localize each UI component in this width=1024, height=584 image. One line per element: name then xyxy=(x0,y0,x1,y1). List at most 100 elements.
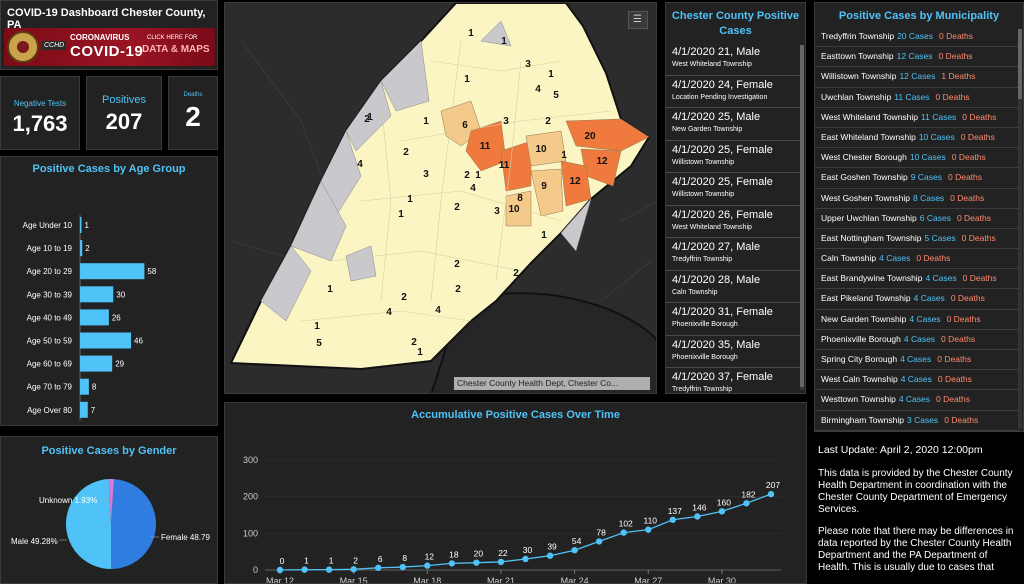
timeline-point[interactable] xyxy=(694,513,701,520)
case-list-scrollbar-track[interactable] xyxy=(800,45,804,390)
negative-tests-counter: Negative Tests 1,763 xyxy=(0,76,80,150)
timeline-point[interactable] xyxy=(571,547,578,554)
case-list-item[interactable]: 4/1/2020 21, Male West Whiteland Township xyxy=(666,43,800,76)
municipality-item[interactable]: New Garden Township 4 Cases 0 Deaths xyxy=(815,310,1019,330)
municipality-item[interactable]: West Caln Township 4 Cases 0 Deaths xyxy=(815,370,1019,391)
data-maps-banner[interactable]: CCHD CORONAVIRUS COVID-19 CLICK HERE FOR… xyxy=(4,28,215,66)
timeline-point[interactable] xyxy=(546,552,554,559)
timeline-point[interactable] xyxy=(595,538,603,545)
municipal-borders xyxy=(300,40,612,322)
timeline-point[interactable] xyxy=(301,566,308,573)
municipality-item[interactable]: Phoenixville Borough 4 Cases 0 Deaths xyxy=(815,330,1019,350)
municipality-name: Willistown Township xyxy=(821,71,897,82)
municipality-item[interactable]: East Goshen Township 9 Cases 0 Deaths xyxy=(815,168,1019,189)
timeline-point[interactable] xyxy=(448,560,456,567)
gender-pie-chart: Female 48.79 Male 49.28% Unknown 1.93% xyxy=(11,479,210,569)
municipality-item[interactable]: Birmingham Township 3 Cases 0 Deaths xyxy=(815,411,1019,431)
case-list-item[interactable]: 4/1/2020 24, Female Location Pending Inve… xyxy=(666,76,800,108)
case-list-item[interactable]: 4/1/2020 27, Male Tredyffrin Township xyxy=(666,238,800,271)
legend-toggle-button[interactable]: ☰ xyxy=(628,11,648,29)
case-list-item[interactable]: 4/1/2020 25, Female Willistown Township xyxy=(666,141,800,173)
age-bar xyxy=(80,401,88,418)
map-case-count: 2 xyxy=(403,147,409,158)
municipality-item[interactable]: Tredyffrin Township 20 Cases 0 Deaths xyxy=(815,27,1019,48)
county-map-panel[interactable]: 1 1 3 1 4 5 1 1 3 2 2 6 20 11 10 1 12 2 4 11 3 2 1 12 9 4 1 8 10 2 3 1 1… xyxy=(224,2,657,394)
map-case-count: 2 xyxy=(455,284,461,295)
municipality-deaths: 0 Deaths xyxy=(961,232,996,243)
case-list-item[interactable]: 4/1/2020 28, Male Caln Township xyxy=(666,271,800,303)
map-case-count: 1 xyxy=(548,69,554,80)
case-list-item[interactable]: 4/1/2020 26, Female West Whiteland Townsh… xyxy=(666,206,800,238)
municipality-list[interactable]: Tredyffrin Township 20 Cases 0 Deaths Eastt… xyxy=(815,27,1019,431)
municipality-item[interactable]: West Goshen Township 8 Cases 0 Deaths xyxy=(815,189,1019,209)
age-category-label: Age Over 80 xyxy=(27,406,72,415)
municipality-item[interactable]: East Pikeland Township 4 Cases 0 Deaths xyxy=(815,289,1019,310)
municipality-item[interactable]: Caln Township 4 Cases 0 Deaths xyxy=(815,249,1019,270)
case-list-item[interactable]: 4/1/2020 31, Female Phoenixville Borough xyxy=(666,303,800,336)
timeline-point[interactable] xyxy=(473,559,480,566)
municipality-item[interactable]: West Whiteland Township 11 Cases 0 Deaths xyxy=(815,108,1019,128)
timeline-xtick-label: Mar 15 xyxy=(340,576,368,584)
timeline-point[interactable] xyxy=(375,564,382,571)
case-list-item[interactable]: 4/1/2020 25, Male New Garden Township xyxy=(666,108,800,141)
municipality-item[interactable]: Uwchlan Township 11 Cases 0 Deaths xyxy=(815,88,1019,108)
timeline-point[interactable] xyxy=(743,500,750,507)
case-list-item[interactable]: 4/1/2020 35, Male Phoenixville Borough xyxy=(666,336,800,368)
case-location: Phoenixville Borough xyxy=(672,321,738,328)
municipality-item[interactable]: Upper Uwchlan Township 6 Cases 0 Deaths xyxy=(815,209,1019,229)
municipality-item[interactable]: Spring City Borough 4 Cases 0 Deaths xyxy=(815,350,1019,371)
timeline-xtick-label: Mar 12 xyxy=(266,576,294,584)
case-list[interactable]: 4/1/2020 21, Male West Whiteland Township… xyxy=(666,43,800,393)
municipality-deaths: 0 Deaths xyxy=(951,152,986,163)
municipality-item[interactable]: Easttown Township 12 Cases 0 Deaths xyxy=(815,47,1019,68)
timeline-point[interactable] xyxy=(669,516,676,523)
municipality-item[interactable]: Westtown Township 4 Cases 0 Deaths xyxy=(815,390,1019,411)
municipality-item[interactable]: East Nottingham Township 5 Cases 0 Deaths xyxy=(815,229,1019,250)
timeline-point[interactable] xyxy=(645,526,652,533)
municipality-deaths: 0 Deaths xyxy=(946,313,981,324)
municipality-name: West Goshen Township xyxy=(821,192,910,203)
municipality-item[interactable]: West Chester Borough 10 Cases 0 Deaths xyxy=(815,148,1019,169)
timeline-point[interactable] xyxy=(522,555,529,563)
timeline-point[interactable] xyxy=(620,529,627,536)
municipality-deaths: 0 Deaths xyxy=(938,51,973,62)
timeline-point[interactable] xyxy=(399,563,406,571)
map-case-count: 1 xyxy=(501,36,507,47)
municipality-cases: 4 Cases xyxy=(903,333,936,344)
municipality-name: East Goshen Township xyxy=(821,172,908,183)
map-case-count: 3 xyxy=(494,206,500,217)
timeline-point[interactable] xyxy=(350,566,357,573)
municipality-item[interactable]: Willistown Township 12 Cases 1 Deaths xyxy=(815,67,1019,88)
timeline-value-label: 1 xyxy=(329,556,334,566)
municipality-item[interactable]: East Brandywine Township 4 Cases 0 Deaths xyxy=(815,269,1019,290)
age-bar xyxy=(80,355,113,372)
timeline-point[interactable] xyxy=(718,508,726,515)
timeline-point[interactable] xyxy=(767,490,775,498)
case-date-age-sex: 4/1/2020 35, Male xyxy=(672,338,761,351)
map-case-count: 2 xyxy=(513,268,519,279)
case-list-item[interactable]: 4/1/2020 37, Female Tredyffrin Township xyxy=(666,368,800,393)
case-list-scrollbar-thumb[interactable] xyxy=(800,45,804,387)
age-bar xyxy=(80,240,83,257)
timeline-point[interactable] xyxy=(424,562,431,569)
map-case-count: 2 xyxy=(454,202,460,213)
timeline-ytick-label: 100 xyxy=(243,528,258,538)
timeline-point[interactable] xyxy=(497,558,505,566)
case-list-item[interactable]: 4/1/2020 25, Female Willistown Township xyxy=(666,173,800,206)
municipality-scrollbar-track[interactable] xyxy=(1018,29,1022,429)
municipality-scrollbar-thumb[interactable] xyxy=(1018,29,1022,99)
municipality-name: Westtown Township xyxy=(821,394,896,405)
case-location: Tredyffrin Township xyxy=(672,386,733,393)
age-xtick-label: 100 xyxy=(184,424,198,425)
age-value-label: 2 xyxy=(85,244,90,253)
age-chart-title: Positive Cases by Age Group xyxy=(32,163,186,175)
municipality-item[interactable]: East Whiteland Township 10 Cases 0 Deaths xyxy=(815,128,1019,149)
gender-panel: Positive Cases by Gender Female 48.79 Mal… xyxy=(0,436,218,584)
timeline-point[interactable] xyxy=(325,566,333,573)
municipality-cases: 4 Cases xyxy=(879,253,911,264)
municipality-name: West Chester Borough xyxy=(821,152,907,163)
banner-coronavirus: CORONAVIRUS xyxy=(70,33,130,42)
timeline-point[interactable] xyxy=(276,566,284,574)
